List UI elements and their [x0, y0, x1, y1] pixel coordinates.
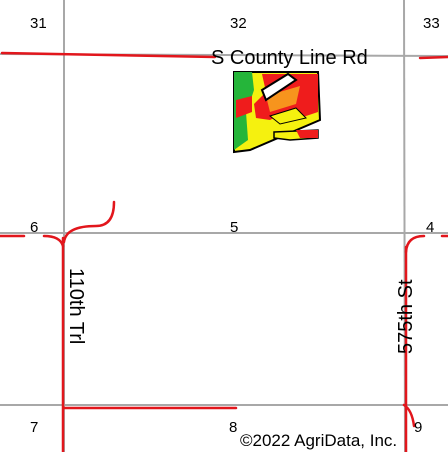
section-5: 5 [230, 219, 238, 236]
road-label-county-line: S County Line Rd [211, 47, 368, 69]
soil-field[interactable] [233, 71, 322, 154]
road-9 [402, 403, 416, 428]
county-line-road-east [418, 55, 448, 60]
road-label-110th: 110th Trl [65, 268, 87, 344]
section-7: 7 [30, 419, 38, 436]
section-4: 4 [426, 219, 434, 236]
spur-road-north [62, 200, 116, 244]
section-31: 31 [30, 15, 47, 32]
section-32: 32 [230, 15, 247, 32]
copyright-text: ©2022 AgriData, Inc. [240, 431, 397, 450]
county-line-road [0, 51, 217, 59]
section-8: 8 [229, 419, 237, 436]
road-label-575th: 575th St [395, 279, 417, 354]
road-6-junction [42, 234, 65, 248]
section-9: 9 [414, 419, 422, 436]
roads [0, 51, 448, 452]
section-numbers: 31 32 33 6 5 4 7 8 9 [30, 15, 440, 436]
section-6: 6 [30, 219, 38, 236]
section-33: 33 [423, 15, 440, 32]
road-4-curve [404, 234, 426, 254]
